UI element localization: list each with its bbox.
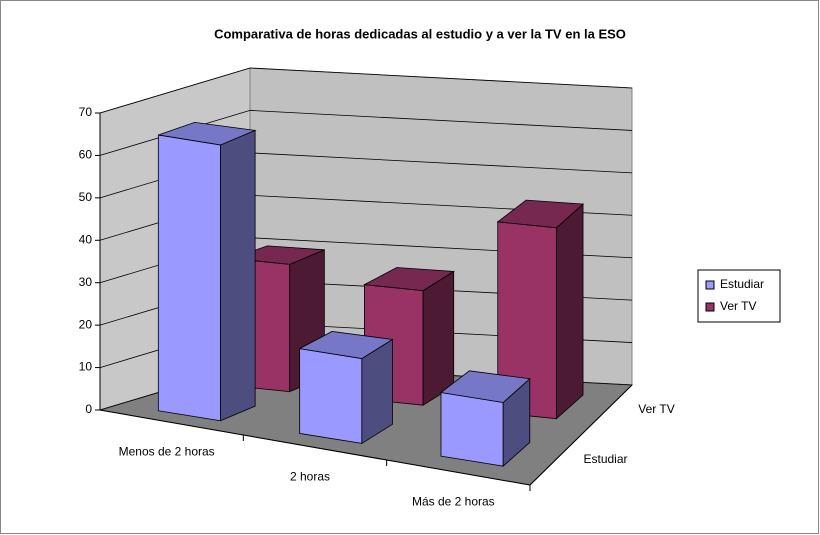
- bar-front: [440, 392, 504, 467]
- legend-swatch: [705, 280, 715, 290]
- bar-side: [422, 270, 455, 406]
- legend-label: Ver TV: [720, 299, 756, 313]
- bar-top: [496, 199, 585, 229]
- bar-top: [158, 122, 257, 146]
- grid-line: [99, 67, 633, 114]
- legend-swatch: [705, 302, 715, 312]
- y-tick-label: 20: [79, 317, 93, 331]
- y-tick-label: 30: [79, 275, 93, 289]
- legend-box: [697, 269, 781, 323]
- legend-label: Estudiar: [720, 277, 764, 291]
- bar: [496, 199, 585, 420]
- z-tick-label: Estudiar: [583, 452, 627, 466]
- bar-top: [363, 267, 455, 292]
- bar: [440, 370, 531, 468]
- x-tick-label: Menos de 2 horas: [119, 445, 215, 459]
- y-tick-label: 10: [79, 360, 93, 374]
- bar-front: [157, 134, 221, 422]
- y-tick-label: 50: [79, 190, 93, 204]
- y-tick-label: 60: [79, 148, 93, 162]
- bar-top: [298, 331, 394, 359]
- bar-side: [220, 129, 256, 422]
- chart-title: Comparativa de horas dedicadas al estudi…: [214, 26, 626, 41]
- x-tick-label: Más de 2 horas: [412, 495, 495, 509]
- y-tick-label: 0: [85, 402, 92, 416]
- z-axis: [529, 384, 633, 486]
- y-tick-label: 70: [79, 105, 93, 119]
- bar-front: [299, 348, 363, 444]
- bar: [157, 122, 257, 422]
- x-tick-label: 2 horas: [290, 470, 330, 484]
- bar-side: [556, 203, 584, 420]
- x-axis: [99, 409, 531, 486]
- y-tick-label: 40: [79, 232, 93, 246]
- z-tick-label: Ver TV: [638, 402, 674, 416]
- grid-line: [99, 110, 633, 156]
- bar-top: [440, 370, 531, 403]
- bar: [298, 331, 394, 445]
